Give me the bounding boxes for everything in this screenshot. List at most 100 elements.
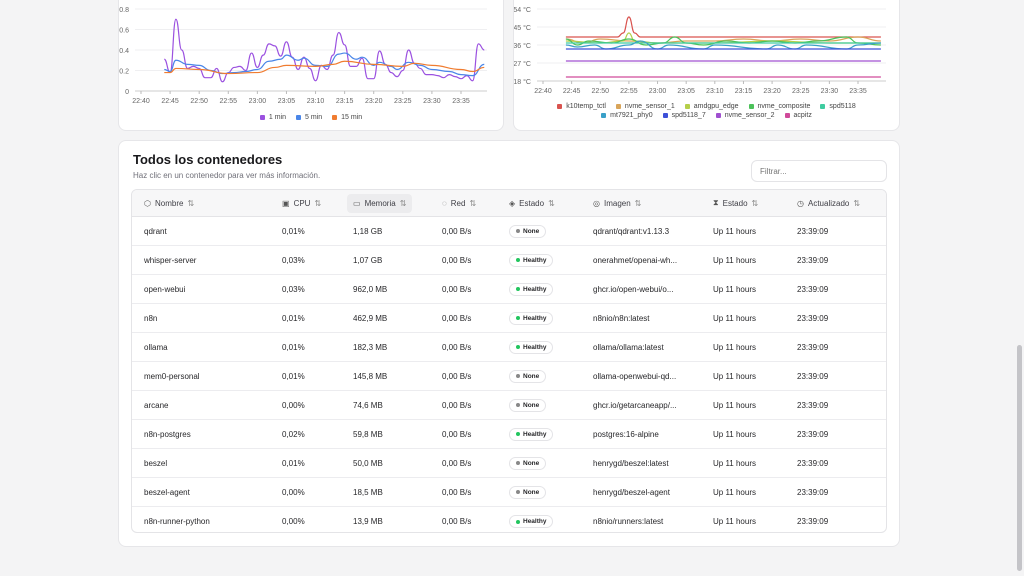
sort-icon[interactable]: ⇅ bbox=[548, 198, 555, 208]
box-icon: ⬡ bbox=[144, 198, 151, 208]
legend-item[interactable]: nvme_composite bbox=[748, 103, 810, 110]
column-header-nombre[interactable]: ⬡ Nombre ⇅ bbox=[144, 190, 194, 216]
status-badge: None bbox=[509, 224, 547, 238]
table-row[interactable]: whisper-server 0,03% 1,07 GB 0,00 B/s Health… bbox=[132, 246, 886, 275]
sort-icon[interactable]: ⇅ bbox=[853, 198, 861, 208]
column-header-imagen[interactable]: ◎ Imagen ⇅ bbox=[593, 190, 641, 216]
x-tick-label: 23:35 bbox=[849, 88, 867, 95]
legend-item[interactable]: nvme_sensor_2 bbox=[715, 112, 775, 119]
table-row[interactable]: ollama 0,01% 182,3 MB 0,00 B/s Healthy ollama… bbox=[132, 333, 886, 362]
legend-item[interactable]: 5 min bbox=[295, 114, 322, 121]
table-row[interactable]: beszel-agent 0,00% 18,5 MB 0,00 B/s None henr… bbox=[132, 478, 886, 507]
x-tick-label: 23:00 bbox=[249, 98, 267, 105]
table-row[interactable]: n8n-postgres 0,02% 59,8 MB 0,00 B/s Healthy p… bbox=[132, 420, 886, 449]
sort-icon[interactable]: ⇅ bbox=[187, 198, 195, 208]
legend-item[interactable]: spd5118 bbox=[820, 103, 856, 110]
memory-value: 59,8 MB bbox=[353, 429, 383, 439]
x-tick-label: 23:15 bbox=[336, 98, 354, 105]
sort-icon[interactable]: ⇅ bbox=[399, 199, 407, 208]
cpu-value: 0,01% bbox=[282, 313, 305, 323]
cpu-value: 0,01% bbox=[282, 371, 305, 381]
legend-item[interactable]: 15 min bbox=[332, 114, 362, 121]
table-row[interactable]: n8n-runner-python 0,00% 13,9 MB 0,00 B/s Hea… bbox=[132, 507, 886, 532]
status-badge: None bbox=[509, 456, 547, 470]
status-dot bbox=[516, 229, 520, 233]
legend-item[interactable]: acpitz bbox=[784, 112, 812, 119]
legend-swatch bbox=[662, 112, 668, 118]
legend-label: nvme_sensor_1 bbox=[624, 103, 675, 110]
legend-item[interactable]: k10temp_tctl bbox=[557, 103, 606, 110]
y-tick-label: 0 bbox=[125, 89, 129, 96]
x-tick-label: 23:25 bbox=[394, 98, 412, 105]
legend-item[interactable]: spd5118_7 bbox=[662, 112, 706, 119]
updated-value: 23:39:09 bbox=[797, 342, 829, 352]
network-value: 0,00 B/s bbox=[442, 458, 472, 468]
image-value: ollama/ollama:latest bbox=[593, 342, 664, 352]
updated-value: 23:39:09 bbox=[797, 429, 829, 439]
section-subtitle: Haz clic en un contenedor para ver más i… bbox=[133, 171, 321, 180]
column-header-estado[interactable]: ⧗ Estado ⇅ bbox=[713, 190, 758, 216]
legend-label: k10temp_tctl bbox=[566, 103, 606, 110]
updated-value: 23:39:09 bbox=[797, 517, 829, 526]
image-value: onerahmet/openai-wh... bbox=[593, 255, 678, 265]
column-header-cpu[interactable]: ▣ CPU ⇅ bbox=[282, 190, 321, 216]
column-header-red[interactable]: ◌ Red ⇅ bbox=[442, 190, 476, 216]
x-tick-label: 23:10 bbox=[307, 98, 325, 105]
table-row[interactable]: beszel 0,01% 50,0 MB 0,00 B/s None henrygd/be… bbox=[132, 449, 886, 478]
containers-card: Todos los contenedores Haz clic en un co… bbox=[118, 140, 900, 547]
cpu-value: 0,02% bbox=[282, 429, 305, 439]
temperature-chart: 18 °C 27 °C 36 °C 45 °C 54 °C 22:40 22:45 22:50… bbox=[514, 6, 886, 95]
legend-item[interactable]: amdgpu_edge bbox=[684, 103, 739, 110]
table-row[interactable]: arcane 0,00% 74,6 MB 0,00 B/s None ghcr.io/ge… bbox=[132, 391, 886, 420]
column-header-actualizado[interactable]: ◷ Actualizado ⇅ bbox=[797, 190, 860, 216]
cpu-value: 0,01% bbox=[282, 226, 305, 236]
table-row[interactable]: mem0-personal 0,01% 145,8 MB 0,00 B/s None ol… bbox=[132, 362, 886, 391]
network-value: 0,00 B/s bbox=[442, 487, 472, 497]
sort-icon[interactable]: ⇅ bbox=[469, 198, 477, 208]
sort-icon[interactable]: ⇅ bbox=[314, 198, 322, 208]
legend-item[interactable]: mt7921_phy0 bbox=[601, 112, 653, 119]
uptime-value: Up 11 hours bbox=[713, 284, 756, 294]
updated-value: 23:39:09 bbox=[797, 400, 829, 410]
column-header-memoria[interactable]: ▭ Memoria ⇅ bbox=[347, 194, 413, 213]
health-badge-cell: None bbox=[509, 391, 547, 419]
table-row[interactable]: open-webui 0,03% 962,0 MB 0,00 B/s Healthy gh… bbox=[132, 275, 886, 304]
table-row[interactable]: n8n 0,01% 462,9 MB 0,00 B/s Healthy n8nio/n8n… bbox=[132, 304, 886, 333]
status-dot bbox=[516, 345, 520, 349]
sort-icon[interactable]: ⇅ bbox=[751, 198, 759, 208]
table-row[interactable]: qdrant 0,01% 1,18 GB 0,00 B/s None qdrant/qdr… bbox=[132, 217, 886, 246]
health-badge-cell: Healthy bbox=[509, 304, 554, 332]
hourglass-icon: ⧗ bbox=[713, 198, 719, 207]
series-line-amdgpu_edge bbox=[565, 32, 881, 44]
cpu-value: 0,01% bbox=[282, 342, 305, 352]
x-tick-label: 22:50 bbox=[190, 98, 208, 105]
network-value: 0,00 B/s bbox=[442, 255, 472, 265]
y-tick-label: 0.6 bbox=[119, 28, 129, 35]
legend-item[interactable]: 1 min bbox=[259, 114, 286, 121]
x-tick-label: 23:30 bbox=[423, 98, 441, 105]
column-label: Estado bbox=[722, 198, 748, 208]
y-tick-label: 0.8 bbox=[119, 7, 129, 14]
filter-input[interactable] bbox=[751, 160, 887, 182]
series-line-k10temp_tctl bbox=[565, 16, 881, 38]
x-tick-label: 22:55 bbox=[620, 88, 638, 95]
image-value: ghcr.io/open-webui/o... bbox=[593, 284, 674, 294]
status-badge: Healthy bbox=[509, 282, 554, 296]
column-header-estado[interactable]: ◈ Estado ⇅ bbox=[509, 190, 555, 216]
page-scrollbar[interactable] bbox=[1017, 345, 1022, 571]
status-text: None bbox=[523, 227, 540, 235]
load-average-card: 0 0.2 0.4 0.6 0.8 22:40 22:45 22:50 22:55 23:00 23… bbox=[118, 0, 504, 131]
legend-swatch bbox=[715, 112, 721, 118]
y-tick-label: 45 °C bbox=[514, 24, 531, 32]
cpu-value: 0,01% bbox=[282, 458, 305, 468]
legend-item[interactable]: nvme_sensor_1 bbox=[615, 103, 675, 110]
x-tick-label: 23:15 bbox=[735, 88, 753, 95]
status-dot bbox=[516, 432, 520, 436]
network-value: 0,00 B/s bbox=[442, 226, 472, 236]
legend-swatch bbox=[615, 103, 621, 109]
sort-icon[interactable]: ⇅ bbox=[634, 198, 642, 208]
x-tick-label: 23:35 bbox=[452, 98, 470, 105]
column-label: Nombre bbox=[154, 198, 184, 208]
x-tick-label: 22:45 bbox=[563, 88, 581, 95]
layers-icon: ◎ bbox=[593, 198, 600, 208]
